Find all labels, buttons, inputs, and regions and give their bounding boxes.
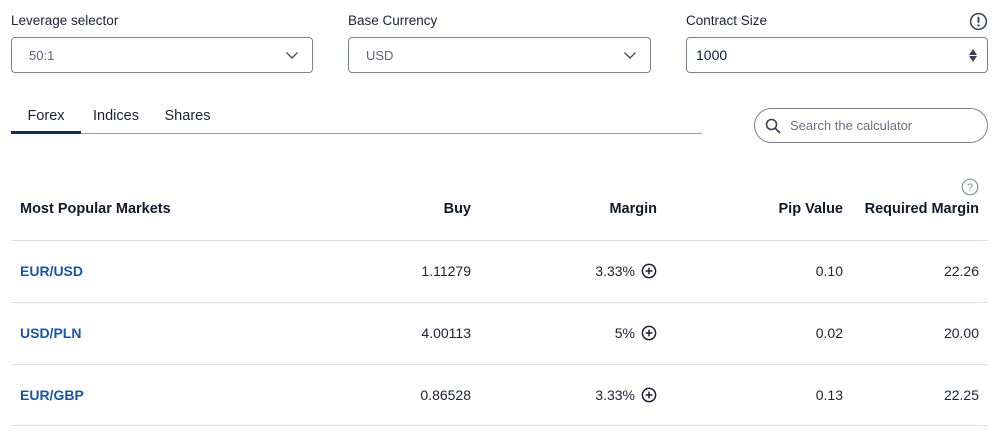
- required-margin: 22.26: [943, 263, 979, 279]
- header-pip-value: Pip Value: [778, 201, 843, 217]
- margin-value: 3.33%: [595, 263, 635, 279]
- margin-cell: 3.33%: [557, 263, 657, 279]
- stepper-down-icon[interactable]: [969, 55, 977, 62]
- leverage-label: Leverage selector: [11, 13, 119, 28]
- search-box: [754, 108, 988, 143]
- tab-forex[interactable]: Forex: [11, 108, 81, 134]
- header-margin: Margin: [609, 201, 657, 217]
- margin-value: 3.33%: [595, 387, 635, 403]
- contract-size-input[interactable]: 1000: [686, 37, 988, 73]
- pip-value: 0.13: [815, 387, 843, 403]
- table-row: EUR/USD 1.11279 3.33% 0.10 22.26: [11, 240, 988, 302]
- tab-indices[interactable]: Indices: [93, 108, 139, 124]
- required-margin: 20.00: [943, 325, 979, 341]
- header-buy: Buy: [443, 201, 471, 217]
- margin-cell: 5%: [557, 325, 657, 341]
- pip-value: 0.10: [815, 263, 843, 279]
- svg-text:?: ?: [967, 182, 973, 194]
- tab-shares[interactable]: Shares: [164, 108, 211, 124]
- contract-size-value: 1000: [696, 47, 728, 63]
- contract-size-label: Contract Size: [686, 13, 768, 28]
- currency-label: Base Currency: [348, 13, 438, 28]
- stepper-up-icon[interactable]: [969, 48, 977, 55]
- header-market: Most Popular Markets: [20, 201, 171, 217]
- exclamation-circle-icon[interactable]: [969, 12, 988, 31]
- leverage-value: 50:1: [29, 47, 55, 63]
- chevron-down-icon: [286, 52, 298, 59]
- plus-circle-icon[interactable]: [641, 387, 657, 403]
- question-circle-icon[interactable]: ?: [961, 178, 979, 196]
- plus-circle-icon[interactable]: [641, 325, 657, 341]
- currency-select[interactable]: USD: [348, 37, 651, 73]
- table-row: USD/PLN 4.00113 5% 0.02 20.00: [11, 302, 988, 364]
- market-link[interactable]: USD/PLN: [20, 325, 82, 341]
- plus-circle-icon[interactable]: [641, 263, 657, 279]
- pip-value: 0.02: [815, 325, 843, 341]
- market-link[interactable]: EUR/USD: [20, 263, 84, 279]
- required-margin: 22.25: [943, 387, 979, 403]
- chevron-down-icon: [624, 52, 636, 59]
- header-required-margin: Required Margin: [864, 201, 979, 217]
- margin-value: 5%: [614, 325, 635, 341]
- market-tabs: Forex Indices Shares: [11, 108, 702, 134]
- buy-price: 1.11279: [421, 263, 471, 279]
- search-input[interactable]: [790, 118, 970, 133]
- margin-cell: 3.33%: [557, 387, 657, 403]
- quantity-stepper[interactable]: [969, 48, 977, 62]
- leverage-select[interactable]: 50:1: [11, 37, 313, 73]
- currency-value: USD: [366, 47, 394, 63]
- buy-price: 0.86528: [420, 387, 471, 403]
- buy-price: 4.00113: [421, 325, 471, 341]
- market-link[interactable]: EUR/GBP: [20, 387, 84, 403]
- search-icon: [765, 118, 781, 133]
- table-row: EUR/GBP 0.86528 3.33% 0.13 22.25: [11, 364, 988, 426]
